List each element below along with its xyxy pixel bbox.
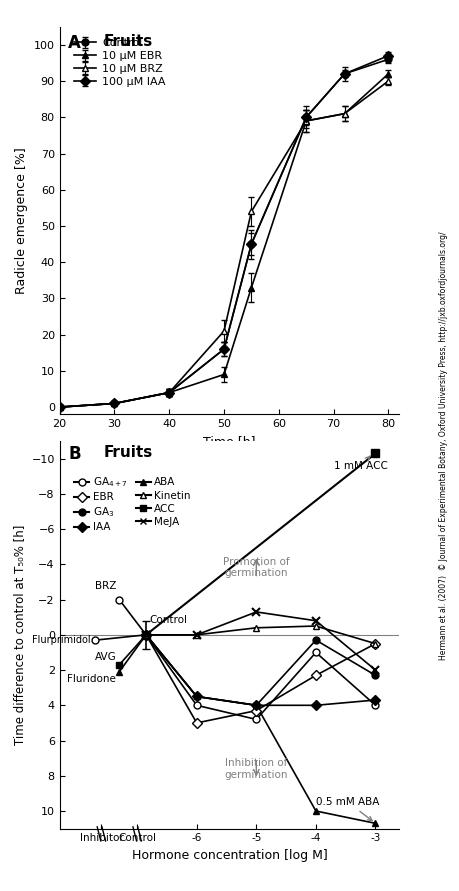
Text: Fruits: Fruits (104, 445, 153, 460)
Text: AVG: AVG (95, 652, 116, 662)
Text: Control: Control (149, 616, 187, 625)
Y-axis label: Radicle emergence [%]: Radicle emergence [%] (15, 147, 28, 294)
Text: Flurprimidol: Flurprimidol (32, 635, 91, 645)
Text: BRZ: BRZ (95, 581, 116, 591)
X-axis label: Hormone concentration [log M]: Hormone concentration [log M] (132, 849, 327, 862)
Text: B: B (68, 445, 81, 463)
Text: Fluridone: Fluridone (67, 674, 116, 684)
X-axis label: Time [h]: Time [h] (203, 435, 256, 448)
Text: Promotion of
germination: Promotion of germination (223, 557, 290, 578)
Text: A: A (68, 35, 81, 53)
Text: Inhibition of
germination: Inhibition of germination (224, 758, 288, 780)
Legend: GA$_{4+7}$, EBR, GA$_3$, IAA, ABA, Kinetin, ACC, MeJA: GA$_{4+7}$, EBR, GA$_3$, IAA, ABA, Kinet… (72, 473, 193, 535)
Legend: Control, 10 μM EBR, 10 μM BRZ, 100 μM IAA: Control, 10 μM EBR, 10 μM BRZ, 100 μM IA… (72, 37, 168, 89)
Text: Hermann et al. (2007)  © Journal of Experimental Botany, Oxford University Press: Hermann et al. (2007) © Journal of Exper… (438, 231, 448, 660)
Text: Fruits: Fruits (104, 35, 153, 50)
Text: 1 mM ACC: 1 mM ACC (334, 456, 388, 471)
Y-axis label: Time difference to control at T₅₀% [h]: Time difference to control at T₅₀% [h] (13, 525, 26, 745)
Text: 0.5 mM ABA: 0.5 mM ABA (316, 797, 379, 821)
